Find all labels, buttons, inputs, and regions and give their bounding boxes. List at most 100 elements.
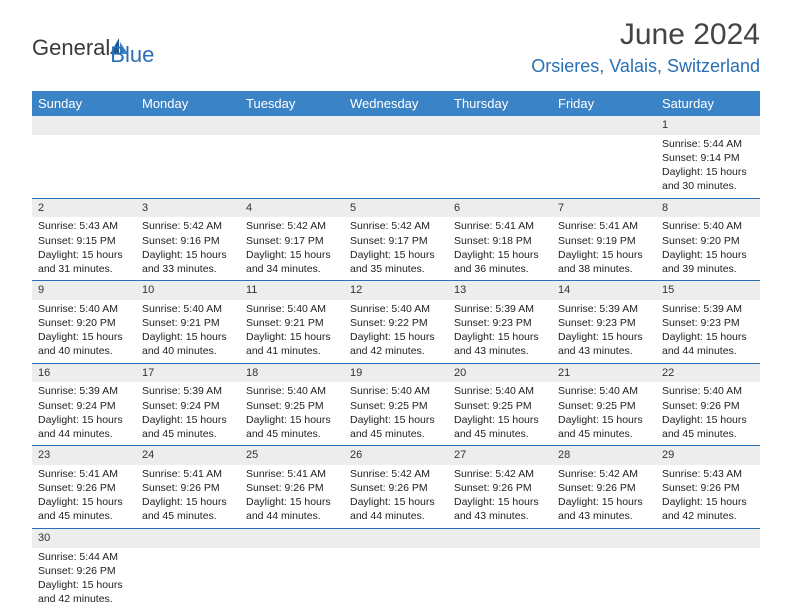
- daylight-text-1: Daylight: 15 hours: [350, 495, 442, 509]
- sunset-text: Sunset: 9:20 PM: [38, 316, 130, 330]
- day-number: 22: [656, 364, 760, 383]
- daylight-text-2: and 35 minutes.: [350, 262, 442, 276]
- daylight-text-1: Daylight: 15 hours: [662, 248, 754, 262]
- sunrise-text: Sunrise: 5:42 AM: [558, 467, 650, 481]
- sunset-text: Sunset: 9:19 PM: [558, 234, 650, 248]
- calendar-week: 2Sunrise: 5:43 AMSunset: 9:15 PMDaylight…: [32, 199, 760, 282]
- page-title: June 2024: [531, 18, 760, 52]
- sunset-text: Sunset: 9:25 PM: [350, 399, 442, 413]
- sunrise-text: Sunrise: 5:43 AM: [662, 467, 754, 481]
- day-details: Sunrise: 5:43 AMSunset: 9:26 PMDaylight:…: [656, 465, 760, 528]
- day-number: 26: [344, 446, 448, 465]
- day-cell: 2Sunrise: 5:43 AMSunset: 9:15 PMDaylight…: [32, 199, 136, 281]
- day-cell: 25Sunrise: 5:41 AMSunset: 9:26 PMDayligh…: [240, 446, 344, 528]
- sunrise-text: Sunrise: 5:41 AM: [454, 219, 546, 233]
- day-details: Sunrise: 5:40 AMSunset: 9:25 PMDaylight:…: [240, 382, 344, 445]
- sunset-text: Sunset: 9:26 PM: [142, 481, 234, 495]
- day-cell-empty: [448, 116, 552, 198]
- sunrise-text: Sunrise: 5:42 AM: [142, 219, 234, 233]
- sunrise-text: Sunrise: 5:40 AM: [38, 302, 130, 316]
- day-header-row: SundayMondayTuesdayWednesdayThursdayFrid…: [32, 91, 760, 116]
- sunrise-text: Sunrise: 5:40 AM: [246, 384, 338, 398]
- daylight-text-1: Daylight: 15 hours: [662, 413, 754, 427]
- day-details: Sunrise: 5:40 AMSunset: 9:22 PMDaylight:…: [344, 300, 448, 363]
- day-cell-empty: [656, 529, 760, 611]
- daylight-text-2: and 45 minutes.: [142, 509, 234, 523]
- daylight-text-1: Daylight: 15 hours: [246, 248, 338, 262]
- daylight-text-2: and 45 minutes.: [246, 427, 338, 441]
- day-cell: 28Sunrise: 5:42 AMSunset: 9:26 PMDayligh…: [552, 446, 656, 528]
- sunrise-text: Sunrise: 5:41 AM: [246, 467, 338, 481]
- sunrise-text: Sunrise: 5:42 AM: [246, 219, 338, 233]
- daylight-text-1: Daylight: 15 hours: [246, 413, 338, 427]
- sunrise-text: Sunrise: 5:41 AM: [38, 467, 130, 481]
- daylight-text-1: Daylight: 15 hours: [38, 248, 130, 262]
- day-cell-empty: [136, 116, 240, 198]
- sunset-text: Sunset: 9:26 PM: [38, 564, 130, 578]
- day-cell-empty: [344, 116, 448, 198]
- day-cell: 16Sunrise: 5:39 AMSunset: 9:24 PMDayligh…: [32, 364, 136, 446]
- day-cell: 4Sunrise: 5:42 AMSunset: 9:17 PMDaylight…: [240, 199, 344, 281]
- daylight-text-2: and 33 minutes.: [142, 262, 234, 276]
- sunrise-text: Sunrise: 5:40 AM: [350, 302, 442, 316]
- sunset-text: Sunset: 9:16 PM: [142, 234, 234, 248]
- sunset-text: Sunset: 9:25 PM: [246, 399, 338, 413]
- daylight-text-2: and 42 minutes.: [350, 344, 442, 358]
- daylight-text-1: Daylight: 15 hours: [142, 495, 234, 509]
- day-details: Sunrise: 5:41 AMSunset: 9:26 PMDaylight:…: [32, 465, 136, 528]
- sunset-text: Sunset: 9:26 PM: [246, 481, 338, 495]
- sunset-text: Sunset: 9:26 PM: [558, 481, 650, 495]
- day-details: Sunrise: 5:39 AMSunset: 9:23 PMDaylight:…: [448, 300, 552, 363]
- day-number: [344, 116, 448, 135]
- day-cell-empty: [240, 529, 344, 611]
- day-cell: 29Sunrise: 5:43 AMSunset: 9:26 PMDayligh…: [656, 446, 760, 528]
- sunrise-text: Sunrise: 5:40 AM: [350, 384, 442, 398]
- day-number: 11: [240, 281, 344, 300]
- day-header-cell: Sunday: [32, 91, 136, 116]
- sunset-text: Sunset: 9:22 PM: [350, 316, 442, 330]
- day-number: 9: [32, 281, 136, 300]
- daylight-text-2: and 42 minutes.: [662, 509, 754, 523]
- daylight-text-1: Daylight: 15 hours: [246, 330, 338, 344]
- day-header-cell: Saturday: [656, 91, 760, 116]
- calendar-body: 1Sunrise: 5:44 AMSunset: 9:14 PMDaylight…: [32, 116, 760, 610]
- calendar-week: 16Sunrise: 5:39 AMSunset: 9:24 PMDayligh…: [32, 364, 760, 447]
- sunrise-text: Sunrise: 5:42 AM: [350, 219, 442, 233]
- daylight-text-2: and 38 minutes.: [558, 262, 650, 276]
- logo-text-general: General: [32, 35, 110, 61]
- day-details: Sunrise: 5:42 AMSunset: 9:26 PMDaylight:…: [344, 465, 448, 528]
- sunset-text: Sunset: 9:17 PM: [350, 234, 442, 248]
- sunset-text: Sunset: 9:21 PM: [246, 316, 338, 330]
- day-cell: 13Sunrise: 5:39 AMSunset: 9:23 PMDayligh…: [448, 281, 552, 363]
- daylight-text-2: and 45 minutes.: [454, 427, 546, 441]
- daylight-text-2: and 40 minutes.: [142, 344, 234, 358]
- day-details: Sunrise: 5:43 AMSunset: 9:15 PMDaylight:…: [32, 217, 136, 280]
- day-number: [552, 116, 656, 135]
- daylight-text-2: and 41 minutes.: [246, 344, 338, 358]
- daylight-text-2: and 43 minutes.: [558, 344, 650, 358]
- daylight-text-1: Daylight: 15 hours: [558, 413, 650, 427]
- sunrise-text: Sunrise: 5:42 AM: [350, 467, 442, 481]
- day-number: 19: [344, 364, 448, 383]
- day-details: Sunrise: 5:40 AMSunset: 9:21 PMDaylight:…: [136, 300, 240, 363]
- sunrise-text: Sunrise: 5:42 AM: [454, 467, 546, 481]
- day-cell: 27Sunrise: 5:42 AMSunset: 9:26 PMDayligh…: [448, 446, 552, 528]
- sunrise-text: Sunrise: 5:39 AM: [558, 302, 650, 316]
- day-details: Sunrise: 5:39 AMSunset: 9:23 PMDaylight:…: [656, 300, 760, 363]
- daylight-text-1: Daylight: 15 hours: [662, 330, 754, 344]
- day-details: Sunrise: 5:42 AMSunset: 9:17 PMDaylight:…: [344, 217, 448, 280]
- sunrise-text: Sunrise: 5:44 AM: [38, 550, 130, 564]
- day-number: [32, 116, 136, 135]
- day-cell: 1Sunrise: 5:44 AMSunset: 9:14 PMDaylight…: [656, 116, 760, 198]
- daylight-text-2: and 36 minutes.: [454, 262, 546, 276]
- day-number: [448, 529, 552, 548]
- day-cell: 19Sunrise: 5:40 AMSunset: 9:25 PMDayligh…: [344, 364, 448, 446]
- day-cell-empty: [32, 116, 136, 198]
- daylight-text-2: and 45 minutes.: [558, 427, 650, 441]
- day-cell: 23Sunrise: 5:41 AMSunset: 9:26 PMDayligh…: [32, 446, 136, 528]
- day-number: 23: [32, 446, 136, 465]
- daylight-text-2: and 43 minutes.: [558, 509, 650, 523]
- day-cell: 17Sunrise: 5:39 AMSunset: 9:24 PMDayligh…: [136, 364, 240, 446]
- day-number: 10: [136, 281, 240, 300]
- sunset-text: Sunset: 9:26 PM: [662, 399, 754, 413]
